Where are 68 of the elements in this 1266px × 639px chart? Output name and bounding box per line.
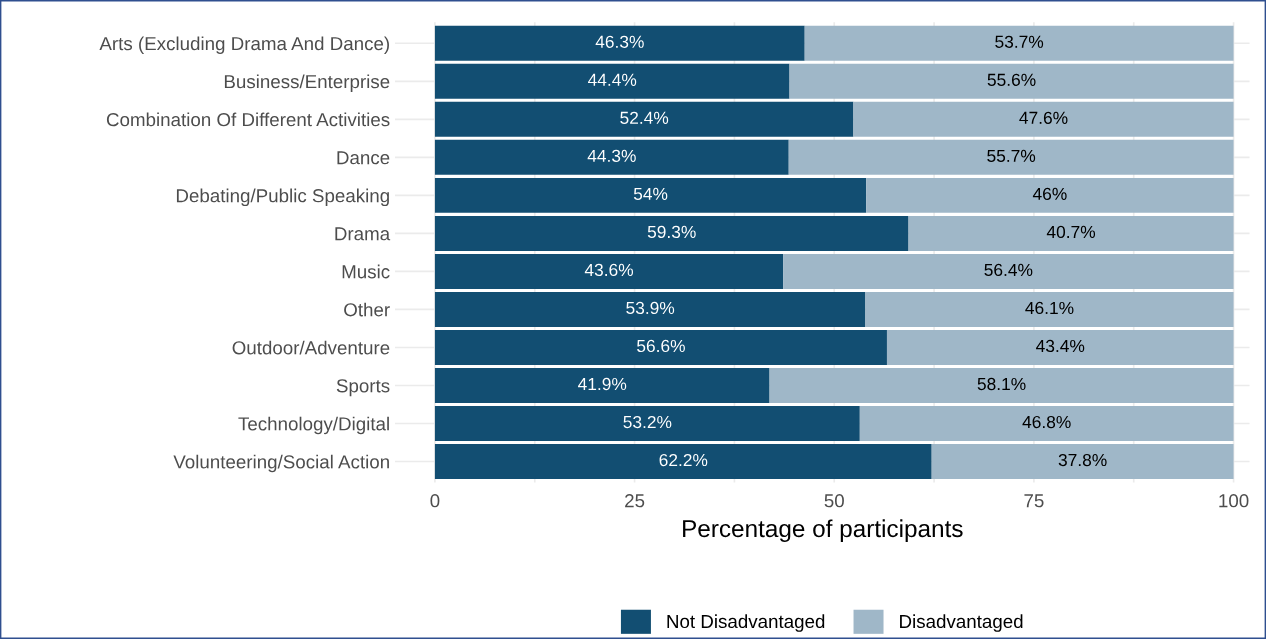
x-tick-label: 0 <box>430 494 440 508</box>
legend-label: Disadvantaged <box>900 614 1023 632</box>
bar <box>866 177 1234 213</box>
data-label: 37.8% <box>1058 453 1107 467</box>
bar <box>789 63 1234 99</box>
data-label: 53.7% <box>995 35 1044 48</box>
x-tick-label: 50 <box>824 494 844 508</box>
data-label: 47.6% <box>1019 111 1068 124</box>
y-tick-label: Outdoor/Adventure <box>232 340 390 355</box>
x-tick-label: 25 <box>625 494 645 508</box>
bar <box>434 291 866 327</box>
bar <box>788 139 1234 175</box>
data-label: 46.1% <box>1025 301 1074 315</box>
data-label: 53.2% <box>623 415 672 429</box>
bar <box>434 25 805 61</box>
bar <box>434 63 790 99</box>
data-label: 44.3% <box>587 149 636 163</box>
y-tick-label: Drama <box>335 227 391 241</box>
data-label: 52.4% <box>620 111 669 124</box>
y-tick-label: Technology/Digital <box>238 416 389 435</box>
bar <box>783 253 1234 289</box>
bar <box>434 215 909 251</box>
y-tick-label: Business/Enterprise <box>224 74 390 92</box>
data-label: 54% <box>633 187 668 201</box>
bar <box>434 101 854 137</box>
data-label: 56.6% <box>637 339 685 353</box>
x-tick-label: 100 <box>1219 494 1249 508</box>
bar <box>434 253 784 289</box>
y-tick-label: Combination Of Different Activities <box>106 112 390 127</box>
bar <box>434 139 789 175</box>
data-label: 58.1% <box>977 377 1026 391</box>
bar <box>434 368 770 403</box>
data-label: 43.4% <box>1036 339 1085 353</box>
bar <box>434 444 932 480</box>
y-tick-label: Sports <box>336 379 390 397</box>
bar <box>769 368 1234 403</box>
bar <box>434 177 867 213</box>
data-label: 59.3% <box>647 225 696 239</box>
data-label: 44.4% <box>588 73 637 86</box>
y-tick-label: Volunteering/Social Action <box>173 454 389 473</box>
data-label: 56.4% <box>984 263 1033 277</box>
bar <box>434 406 860 441</box>
x-tick-label: 75 <box>1024 494 1044 508</box>
bar <box>859 406 1234 441</box>
data-label: 53.9% <box>626 301 675 315</box>
data-label: 46.3% <box>595 35 644 48</box>
data-label: 46% <box>1032 187 1067 201</box>
y-tick-label: Music <box>342 264 390 279</box>
y-tick-label: Debating/Public Speaking <box>176 188 389 207</box>
data-label: 40.7% <box>1046 225 1096 239</box>
bar <box>804 25 1234 61</box>
bar <box>908 215 1234 251</box>
bar <box>865 291 1234 327</box>
data-label: 55.6% <box>987 73 1036 86</box>
data-label: 55.7% <box>987 149 1036 163</box>
x-axis-title: Percentage of participants <box>683 519 963 543</box>
y-tick-label: Arts (Excluding Drama And Dance) <box>99 36 389 54</box>
bar <box>886 329 1234 365</box>
data-label: 43.6% <box>584 263 634 277</box>
y-tick-label: Other <box>344 302 390 317</box>
bar <box>853 101 1234 137</box>
legend-label: Not Disadvantaged <box>667 614 825 632</box>
data-label: 62.2% <box>659 453 708 467</box>
bar <box>434 329 887 365</box>
bar <box>931 444 1234 480</box>
data-label: 46.8% <box>1022 415 1071 429</box>
y-tick-label: Dance <box>337 151 390 165</box>
data-label: 41.9% <box>578 377 627 391</box>
